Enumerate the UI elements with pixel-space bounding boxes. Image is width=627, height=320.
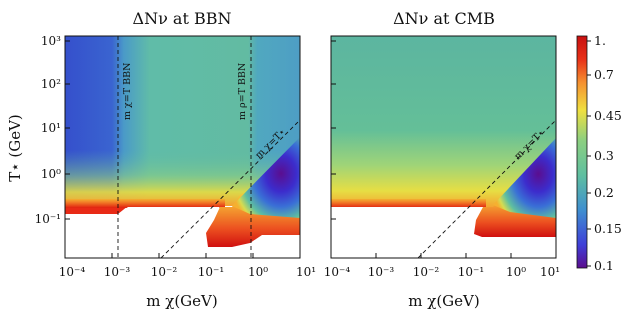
x-tick-label: 10⁻³ <box>368 265 395 279</box>
y-axis-label: T⋆ (GeV) <box>6 114 24 182</box>
panel-title-bbn: ΔNν at BBN <box>133 9 232 28</box>
y-tick-label: 10³ <box>41 34 61 48</box>
colorbar-tick-label: 0.3 <box>594 148 614 163</box>
line-mchi-tstar-left <box>160 119 301 259</box>
y-axis-bbn: 10³ 10² 10¹ 10⁰ 10⁻¹ <box>35 34 70 226</box>
x-axis-label-bbn: m χ(GeV) <box>146 292 217 310</box>
plot-frame-cmb <box>330 35 557 259</box>
heatmap-region-white-exclusion <box>65 207 300 258</box>
x-tick-label: 10⁻² <box>151 265 178 279</box>
line-mchi-tstar-right <box>417 119 557 259</box>
colorbar-tick-label: 0.45 <box>594 108 622 123</box>
heatmap-region-purple-corner <box>493 138 556 218</box>
x-tick-label: 10⁻⁴ <box>59 265 86 279</box>
colorbar-tick-label: 0.15 <box>594 221 622 236</box>
colorbar-tick-label: 1. <box>594 33 606 48</box>
colorbar: 1. 0.7 0.45 0.3 0.2 0.15 0.1 <box>576 33 622 273</box>
y-tick-label: 10¹ <box>41 121 61 135</box>
heatmap-region-threshold-band-top <box>65 199 225 208</box>
x-axis-bbn: 10⁻⁴ 10⁻³ 10⁻² 10⁻¹ 10⁰ 10¹ <box>59 253 316 279</box>
x-tick-label: 10⁻³ <box>104 265 131 279</box>
x-tick-label: 10¹ <box>540 265 560 279</box>
heatmap-region-purple-corner <box>232 137 300 218</box>
panel-title-cmb: ΔNν at CMB <box>393 9 495 28</box>
y-tick-label: 10⁻¹ <box>35 212 61 226</box>
y-axis-cmb <box>331 40 336 220</box>
x-tick-label: 10⁰ <box>506 265 526 279</box>
x-tick-label: 10⁻¹ <box>458 265 484 279</box>
x-tick-label: 10⁻¹ <box>198 265 224 279</box>
x-axis-cmb: 10⁻⁴ 10⁻³ 10⁻² 10⁻¹ 10⁰ 10¹ <box>324 253 560 279</box>
plot-frame-bbn <box>64 35 301 259</box>
colorbar-tick-label: 0.1 <box>594 258 614 273</box>
x-tick-label: 10¹ <box>296 265 316 279</box>
heatmap-region-threshold-band-top <box>331 199 486 208</box>
x-tick-label: 10⁰ <box>248 265 268 279</box>
x-axis-label-cmb: m χ(GeV) <box>408 292 479 310</box>
colorbar-gradient <box>576 35 588 269</box>
x-tick-label: 10⁻² <box>413 265 440 279</box>
annotation-mrho-tbbn: m ρ=T BBN <box>237 63 248 120</box>
colorbar-tick-label: 0.2 <box>594 185 614 200</box>
colorbar-tick-label: 0.7 <box>594 67 614 82</box>
panel-bbn: ΔNν at BBN m χ=T BBN m ρ=T BBN m χ=T⋆ 10… <box>6 9 316 310</box>
panel-cmb: ΔNν at CMB m χ=T⋆ 10⁻⁴ 10⁻³ 10⁻² <box>324 9 560 310</box>
x-tick-label: 10⁻⁴ <box>324 265 351 279</box>
heatmap-region-low-white <box>258 238 300 258</box>
y-tick-label: 10² <box>41 77 61 91</box>
annotation-mchi-tbbn: m χ=T BBN <box>122 63 133 120</box>
y-tick-label: 10⁰ <box>41 167 61 181</box>
